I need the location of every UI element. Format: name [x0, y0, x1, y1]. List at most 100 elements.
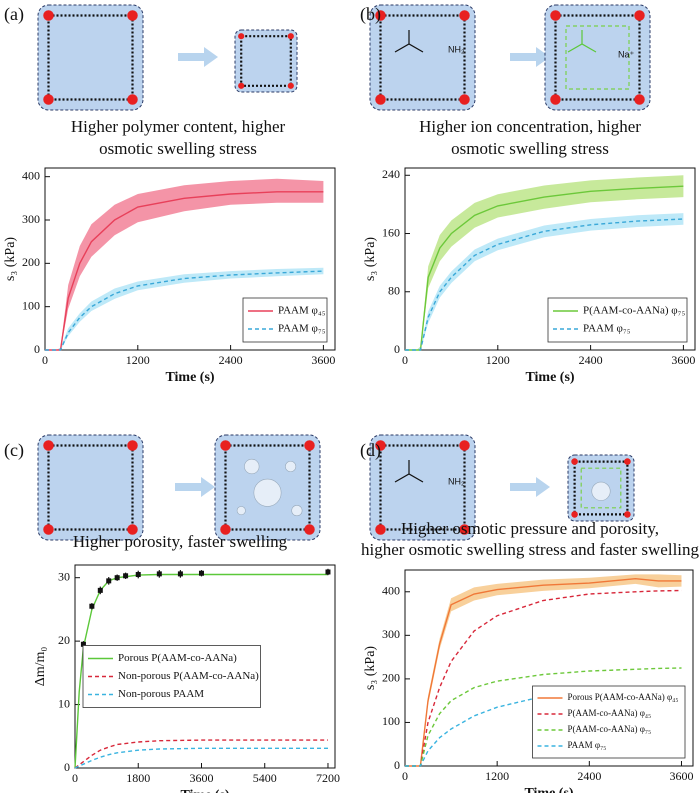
crosslink	[220, 440, 231, 451]
annotation: NH₂	[448, 476, 465, 486]
gel-network	[240, 35, 292, 87]
series-line	[74, 747, 328, 769]
amide-group	[394, 30, 424, 53]
data-point	[198, 570, 204, 576]
caption: osmotic swelling stress	[451, 139, 609, 158]
x-tick-label: 2400	[577, 769, 601, 783]
gel-network	[47, 444, 134, 531]
crosslink	[287, 33, 294, 40]
gel-network	[224, 444, 311, 531]
x-tick-label: 3600	[189, 771, 213, 785]
x-tick-label: 2400	[579, 353, 603, 367]
crosslink	[550, 94, 561, 105]
gel-outline	[544, 4, 651, 111]
caption: osmotic swelling stress	[99, 139, 257, 158]
caption: Higher ion concentration, higher	[419, 117, 641, 136]
y-tick-label: 300	[22, 212, 40, 226]
pore	[253, 478, 282, 507]
series-line	[74, 739, 328, 769]
panel-label: (b)	[360, 4, 381, 25]
y-tick-label: 100	[22, 298, 40, 312]
y-tick-label: 160	[382, 225, 400, 239]
crosslink	[43, 440, 54, 451]
y-tick-label: 300	[382, 627, 400, 641]
crosslink	[127, 10, 138, 21]
crosslink	[624, 511, 631, 518]
legend-label: P(AAM-co-AANa) φ₇₅	[583, 305, 685, 317]
arrow-shaft	[510, 483, 538, 491]
data-point	[135, 572, 141, 578]
crosslink	[375, 440, 386, 451]
crosslink	[238, 33, 245, 40]
legend-label: P(AAM-co-AANa) φ₄₅	[568, 708, 652, 718]
y-tick-label: 10	[58, 696, 70, 710]
ion-network	[580, 467, 622, 509]
crosslink	[127, 94, 138, 105]
legend-label: Non-porous PAAM	[118, 688, 204, 700]
crosslink	[43, 10, 54, 21]
crosslink	[459, 440, 470, 451]
y-axis-label: s₃ (kPa)	[3, 237, 18, 281]
ion-network	[565, 25, 630, 90]
x-axis-label: Time (s)	[165, 370, 214, 385]
y-tick-label: 0	[64, 760, 70, 774]
arrow-shaft	[510, 53, 538, 61]
x-tick-label: 0	[402, 353, 408, 367]
series-line	[45, 270, 324, 351]
crosslink	[459, 524, 470, 535]
y-tick-label: 20	[58, 633, 70, 647]
data-point	[177, 571, 183, 577]
crosslink	[43, 524, 54, 535]
y-tick-label: 80	[388, 284, 400, 298]
legend-box	[242, 297, 328, 343]
caption: Higher polymer content, higher	[71, 117, 286, 136]
crosslink	[571, 511, 578, 518]
data-point	[80, 641, 86, 647]
annotation: Na⁺	[618, 49, 635, 59]
x-tick-label: 3600	[671, 353, 695, 367]
y-tick-label: 200	[22, 255, 40, 269]
crosslink	[550, 10, 561, 21]
x-tick-label: 5400	[253, 771, 277, 785]
x-tick-label: 1200	[126, 353, 150, 367]
legend-label: PAAM φ₇₅	[583, 323, 631, 335]
panel-label: (d)	[360, 440, 381, 461]
y-tick-label: 240	[382, 167, 400, 181]
gel-outline	[369, 4, 476, 111]
pore	[285, 460, 297, 473]
carboxylate-group	[567, 30, 597, 53]
gel-outline	[37, 434, 144, 541]
crosslink	[459, 94, 470, 105]
panel-label: (c)	[4, 440, 24, 461]
caption: Higher osmotic pressure and porosity,	[401, 519, 659, 538]
x-tick-label: 1200	[485, 769, 509, 783]
crosslink	[287, 82, 294, 89]
data-point	[114, 575, 120, 581]
data-point	[156, 571, 162, 577]
crosslink	[238, 82, 245, 89]
pore	[591, 481, 611, 501]
plot-frame	[74, 564, 336, 769]
gel-network	[573, 460, 629, 516]
crosslink	[634, 94, 645, 105]
crosslink	[624, 458, 631, 465]
annotation: NH₂	[448, 44, 465, 54]
data-point	[106, 578, 112, 584]
plot-frame	[44, 167, 336, 351]
y-tick-label: 0	[394, 758, 400, 772]
amide-group	[394, 460, 424, 483]
y-axis-label: Δm/m₀	[33, 647, 48, 687]
crosslink	[43, 94, 54, 105]
crosslink	[127, 440, 138, 451]
crosslink	[375, 524, 386, 535]
data-point	[97, 587, 103, 593]
arrow-head	[201, 477, 215, 497]
data-point	[89, 603, 95, 609]
x-axis-label: Time (s)	[524, 786, 573, 793]
crosslink	[375, 94, 386, 105]
data-point	[325, 569, 331, 575]
plot-frame	[404, 167, 696, 351]
legend-label: P(AAM-co-AANa) φ₇₅	[568, 724, 652, 734]
arrow-shaft	[178, 53, 206, 61]
